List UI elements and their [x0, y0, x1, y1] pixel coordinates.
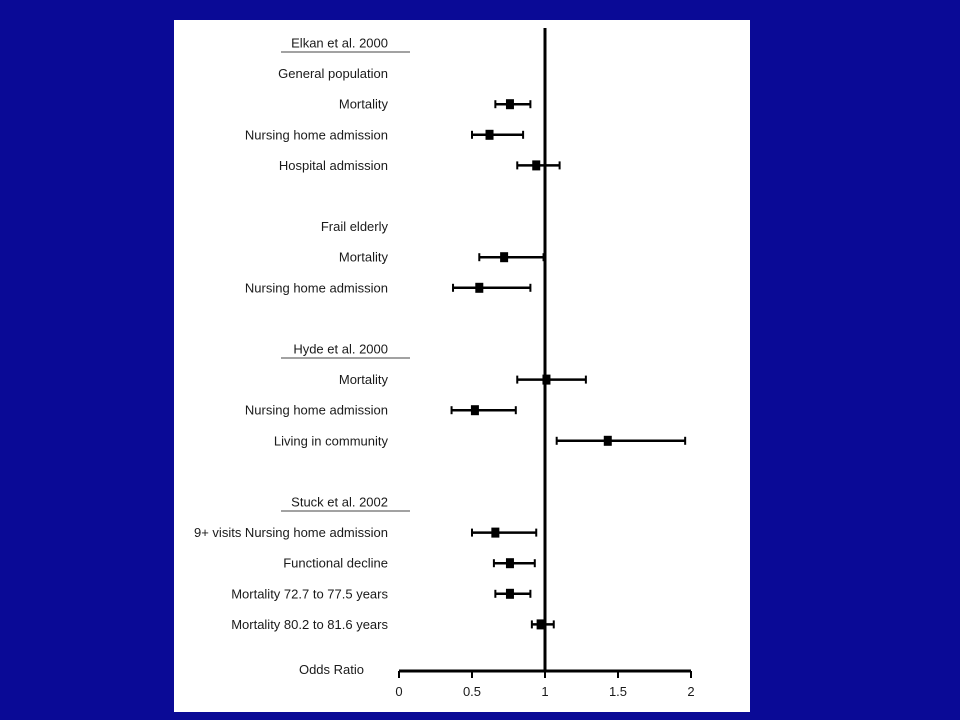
group-label: General population [278, 66, 388, 81]
estimate-row-12 [450, 405, 517, 416]
estimate-row-8 [452, 282, 532, 293]
estimate-row-19 [530, 619, 555, 630]
point-estimate [485, 129, 494, 140]
study-label: Stuck et al. 2002 [291, 495, 388, 510]
x-tick-label: 0 [395, 684, 402, 699]
estimate-row-7 [478, 252, 545, 263]
point-estimate [505, 588, 514, 599]
outcome-label: Mortality [339, 97, 389, 112]
x-tick-label: 2 [687, 684, 694, 699]
outcome-label: Functional decline [283, 556, 388, 571]
outcome-label: Living in community [274, 433, 389, 448]
outcome-label: Mortality [339, 250, 389, 265]
estimate-row-13 [555, 435, 687, 446]
outcome-label: Mortality [339, 372, 389, 387]
estimate-row-16 [471, 527, 538, 538]
point-estimate [500, 252, 509, 263]
x-tick-label: 1 [541, 684, 548, 699]
outcome-label: Nursing home admission [245, 280, 388, 295]
outcome-label: Nursing home admission [245, 403, 388, 418]
point-estimate [536, 619, 545, 630]
outcome-label: Hospital admission [279, 158, 388, 173]
point-estimate [470, 405, 479, 416]
point-estimate [475, 282, 484, 293]
chart-panel: Elkan et al. 2000 General population Morta… [174, 20, 750, 712]
x-tick-label: 1.5 [609, 684, 627, 699]
x-axis-label: Odds Ratio [299, 662, 364, 677]
estimate-row-18 [494, 588, 532, 599]
study-label: Hyde et al. 2000 [293, 342, 388, 357]
outcome-label: 9+ visits Nursing home admission [194, 525, 388, 540]
estimate-row-4 [516, 160, 561, 171]
group-label: Frail elderly [321, 219, 389, 234]
outcome-label: Mortality 72.7 to 77.5 years [231, 586, 388, 601]
forest-plot: Elkan et al. 2000 General population Morta… [194, 28, 695, 699]
row-labels: Elkan et al. 2000 General population Morta… [194, 36, 389, 632]
estimate-row-17 [492, 558, 536, 569]
point-estimate [532, 160, 541, 171]
estimate-row-3 [471, 129, 525, 140]
point-estimate [491, 527, 500, 538]
x-tick-label: 0.5 [463, 684, 481, 699]
point-estimate [505, 558, 514, 569]
outcome-label: Nursing home admission [245, 127, 388, 142]
estimate-row-11 [516, 374, 587, 385]
study-label: Elkan et al. 2000 [291, 36, 388, 51]
estimate-row-2 [494, 99, 532, 110]
point-estimate [603, 435, 612, 446]
point-estimate [505, 99, 514, 110]
study-underlines [281, 51, 410, 512]
estimate-marks [450, 99, 687, 630]
outcome-label: Mortality 80.2 to 81.6 years [231, 617, 388, 632]
x-axis-ticks: 0 0.5 1 1.5 2 [395, 671, 695, 699]
